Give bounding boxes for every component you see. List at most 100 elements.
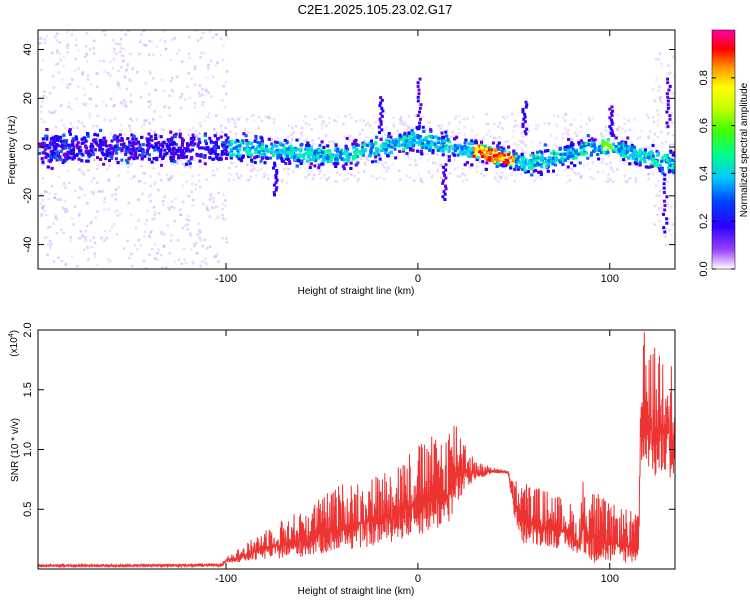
spectrogram-cell bbox=[182, 200, 185, 204]
spectrogram-cell bbox=[151, 218, 154, 221]
spectrogram-cell bbox=[70, 143, 74, 147]
spectrogram-cell bbox=[203, 154, 207, 158]
spectrogram-cell bbox=[43, 209, 46, 212]
spectrogram-cell bbox=[114, 144, 118, 148]
spectrogram-cell bbox=[592, 160, 595, 163]
spectrogram-cell bbox=[610, 129, 614, 133]
spectrogram-cell bbox=[58, 155, 62, 159]
spectrogram-cell bbox=[463, 152, 467, 156]
spectrogram-cell bbox=[503, 117, 507, 121]
spectrogram-cell bbox=[169, 59, 172, 62]
spectrogram-cell bbox=[634, 157, 638, 161]
spectrogram-cell bbox=[270, 150, 274, 154]
spectrogram-cell bbox=[478, 150, 482, 154]
spectrogram-cell bbox=[421, 125, 425, 129]
spectrogram-cell bbox=[609, 142, 613, 145]
spectrogram-cell bbox=[429, 128, 433, 132]
spectrogram-cell bbox=[396, 155, 399, 159]
spectrogram-cell bbox=[125, 146, 129, 150]
spectrogram-cell bbox=[520, 167, 524, 171]
spectrogram-cell bbox=[93, 130, 97, 134]
spectrogram-cell bbox=[114, 148, 117, 152]
spectrogram-cell bbox=[598, 145, 602, 149]
spectrogram-cell bbox=[140, 154, 144, 157]
spectrogram-cell bbox=[653, 99, 657, 102]
spectrogram-cell bbox=[262, 175, 265, 179]
spectrogram-ytick-label: 40 bbox=[22, 43, 34, 55]
spectrogram-cell bbox=[171, 175, 174, 178]
spectrogram-cell bbox=[383, 140, 387, 144]
spectrogram-cell bbox=[561, 116, 565, 119]
spectrogram-cell bbox=[220, 124, 223, 127]
spectrogram-cell bbox=[572, 118, 576, 121]
spectrogram-cell bbox=[672, 222, 675, 226]
spectrogram-cell bbox=[634, 161, 638, 165]
spectrogram-cell bbox=[82, 102, 86, 106]
spectrogram-cell bbox=[573, 131, 577, 134]
spectrogram-cell bbox=[401, 135, 405, 139]
spectrogram-cell bbox=[215, 140, 218, 144]
spectrogram-cell bbox=[428, 126, 431, 129]
spectrogram-cell bbox=[217, 260, 220, 263]
spectrogram-cell bbox=[495, 158, 499, 162]
spectrogram-cell bbox=[513, 179, 516, 183]
spectrogram-cell bbox=[260, 136, 264, 140]
spectrogram-cell bbox=[563, 156, 567, 160]
spectrogram-cell bbox=[403, 143, 407, 147]
spectrogram-cell bbox=[505, 177, 508, 181]
spectrogram-cell bbox=[317, 137, 321, 140]
spectrogram-cell bbox=[256, 141, 260, 144]
spectrogram-cell bbox=[503, 164, 507, 168]
spectrogram-cell bbox=[434, 135, 438, 139]
spectrogram-cell bbox=[437, 137, 441, 140]
spectrogram-cell bbox=[647, 165, 651, 169]
spectrogram-cell bbox=[621, 127, 624, 131]
spectrogram-cell bbox=[266, 174, 270, 177]
spectrogram-cell bbox=[56, 198, 60, 201]
spectrogram-cell bbox=[669, 106, 672, 109]
spectrogram-cell bbox=[424, 137, 427, 141]
spectrogram-cell bbox=[238, 144, 242, 148]
spectrogram-cell bbox=[149, 72, 152, 75]
spectrogram-cell bbox=[645, 113, 649, 116]
spectrogram-cell bbox=[463, 147, 467, 151]
spectrogram-cell bbox=[387, 152, 391, 156]
spectrogram-cell bbox=[473, 153, 477, 156]
spectrogram-cell bbox=[622, 162, 626, 165]
spectrogram-cell bbox=[205, 208, 209, 211]
spectrogram-cell bbox=[352, 140, 356, 144]
spectrogram-cell bbox=[39, 68, 43, 72]
spectrogram-cell bbox=[662, 226, 666, 230]
spectrogram-cell bbox=[103, 70, 106, 73]
spectrogram-cell bbox=[444, 171, 447, 174]
spectrogram-cell bbox=[168, 138, 172, 142]
spectrogram-cell bbox=[196, 142, 200, 146]
spectrogram-cell bbox=[350, 116, 354, 120]
spectrogram-cell bbox=[632, 161, 635, 164]
spectrogram-cell bbox=[439, 146, 443, 150]
spectrogram-cell bbox=[125, 105, 128, 108]
spectrogram-cell bbox=[188, 161, 192, 165]
spectrogram-cell bbox=[605, 162, 609, 166]
spectrogram-cell bbox=[250, 115, 253, 118]
spectrogram-cell bbox=[555, 122, 558, 126]
spectrogram-cell bbox=[111, 39, 115, 42]
spectrogram-cell bbox=[354, 151, 358, 155]
spectrogram-cell bbox=[107, 208, 110, 211]
spectrogram-cell bbox=[578, 161, 582, 165]
spectrogram-cell bbox=[642, 157, 646, 161]
spectrogram-cell bbox=[429, 140, 433, 144]
spectrogram-cell bbox=[450, 135, 453, 138]
spectrogram-cell bbox=[617, 125, 621, 129]
spectrogram-cell bbox=[620, 146, 623, 150]
spectrogram-cell bbox=[123, 132, 127, 136]
spectrogram-cell bbox=[195, 139, 199, 142]
spectrogram-cell bbox=[333, 119, 336, 122]
spectrogram-cell bbox=[222, 193, 225, 197]
spectrogram-cell bbox=[93, 158, 96, 161]
spectrogram-cell bbox=[619, 151, 622, 155]
spectrogram-cell bbox=[129, 93, 133, 97]
spectrogram-cell bbox=[90, 191, 93, 194]
spectrogram-cell bbox=[363, 161, 366, 164]
spectrogram-cell bbox=[90, 142, 93, 146]
